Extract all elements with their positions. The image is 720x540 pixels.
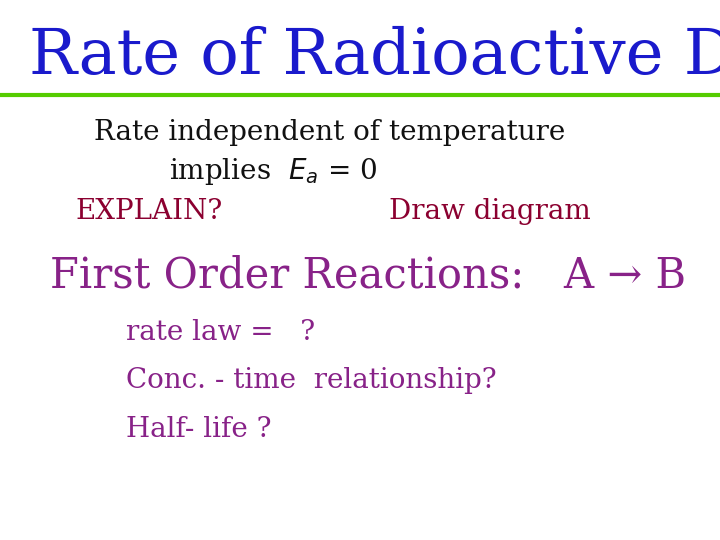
Text: Draw diagram: Draw diagram: [389, 198, 590, 225]
Text: Rate of Radioactive Decay: Rate of Radioactive Decay: [29, 26, 720, 87]
Text: implies  $E_a$ = 0: implies $E_a$ = 0: [169, 156, 377, 187]
Text: Half- life ?: Half- life ?: [126, 416, 271, 443]
Text: EXPLAIN?: EXPLAIN?: [76, 198, 223, 225]
Text: First Order Reactions:   A → B: First Order Reactions: A → B: [50, 254, 686, 296]
Text: rate law =   ?: rate law = ?: [126, 319, 315, 346]
Text: Rate independent of temperature: Rate independent of temperature: [94, 119, 565, 146]
Text: Conc. - time  relationship?: Conc. - time relationship?: [126, 367, 497, 394]
